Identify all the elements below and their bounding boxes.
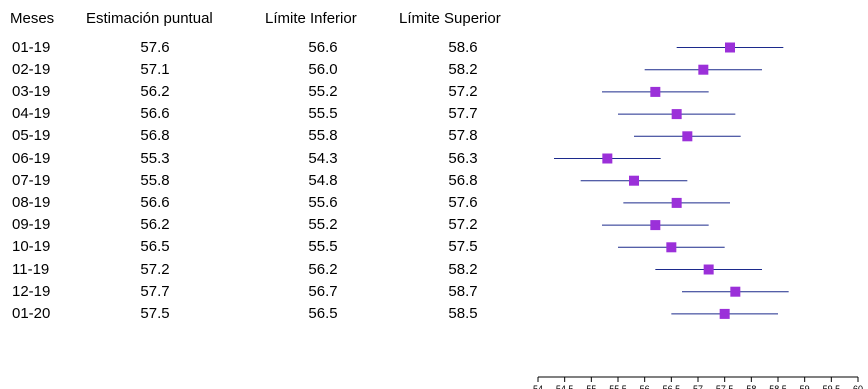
upper-limit-value: 57.8 xyxy=(448,127,478,145)
x-tick-label: 54.5 xyxy=(556,384,574,389)
lower-limit-value: 55.8 xyxy=(308,127,338,145)
month-label: 12-19 xyxy=(12,282,51,300)
lower-limit-value: 55.6 xyxy=(308,193,338,211)
month-label: 04-19 xyxy=(12,105,51,123)
estimate-value: 56.8 xyxy=(140,127,170,145)
upper-limit-value: 57.5 xyxy=(448,238,478,256)
lower-limit-value: 56.7 xyxy=(308,282,338,300)
estimate-value: 55.8 xyxy=(140,171,170,189)
lower-limit-value: 56.6 xyxy=(308,38,338,56)
upper-limit-value: 57.2 xyxy=(448,82,478,100)
point-estimate-marker xyxy=(650,86,661,97)
x-tick-label: 55 xyxy=(586,384,596,389)
upper-limit-value: 57.6 xyxy=(448,193,478,211)
lower-limit-value: 54.3 xyxy=(308,149,338,167)
lower-limit-value: 55.2 xyxy=(308,82,338,100)
estimate-value: 56.6 xyxy=(140,193,170,211)
month-label: 05-19 xyxy=(12,127,51,145)
upper-limit-value: 56.3 xyxy=(448,149,478,167)
estimate-value: 56.2 xyxy=(140,216,170,234)
estimate-value: 57.6 xyxy=(140,38,170,56)
point-estimate-marker xyxy=(698,64,709,75)
month-label: 03-19 xyxy=(12,82,51,100)
month-label: 10-19 xyxy=(12,238,51,256)
month-label: 01-19 xyxy=(12,38,51,56)
x-axis: 54 54.5 55 55.5 56 56.5 57 57.5 58 58.5 59 59.5 60 xyxy=(533,376,863,389)
month-label: 06-19 xyxy=(12,149,51,167)
estimate-value: 56.2 xyxy=(140,82,170,100)
lower-limit-value: 55.5 xyxy=(308,238,338,256)
lower-limit-value: 56.5 xyxy=(308,304,338,322)
point-estimate-marker xyxy=(719,308,730,319)
header-estimacion-puntual: Estimación puntual xyxy=(86,10,213,27)
point-estimate-marker xyxy=(725,42,735,53)
lower-limit-value: 56.0 xyxy=(308,60,338,78)
upper-limit-value: 58.2 xyxy=(448,60,478,78)
point-estimate-marker xyxy=(671,197,682,208)
estimate-value: 56.6 xyxy=(140,105,170,123)
estimate-value: 57.1 xyxy=(140,60,170,78)
x-tick-label: 55.5 xyxy=(609,384,627,389)
estimate-value: 57.7 xyxy=(140,282,170,300)
x-tick-label: 56.5 xyxy=(663,384,681,389)
lower-limit-value: 55.2 xyxy=(308,216,338,234)
x-tick-label: 54 xyxy=(533,384,543,389)
month-label: 09-19 xyxy=(12,216,51,234)
estimate-value: 56.5 xyxy=(140,238,170,256)
month-label: 07-19 xyxy=(12,171,51,189)
month-label: 08-19 xyxy=(12,193,51,211)
upper-limit-value: 58.7 xyxy=(448,282,478,300)
point-estimate-marker xyxy=(650,220,661,231)
month-label: 01-20 xyxy=(12,304,51,322)
header-limite-inferior: Límite Inferior xyxy=(265,10,357,27)
x-tick-label: 59.5 xyxy=(823,384,841,389)
interval-series xyxy=(554,42,789,319)
x-tick-label: 58 xyxy=(746,384,756,389)
point-estimate-marker xyxy=(629,175,639,186)
lower-limit-value: 56.2 xyxy=(308,260,338,278)
estimate-value: 57.2 xyxy=(140,260,170,278)
upper-limit-value: 57.7 xyxy=(448,105,478,123)
lower-limit-value: 55.5 xyxy=(308,105,338,123)
estimate-value: 55.3 xyxy=(140,149,170,167)
upper-limit-value: 56.8 xyxy=(448,171,478,189)
lower-limit-value: 54.8 xyxy=(308,171,338,189)
month-label: 02-19 xyxy=(12,60,51,78)
month-label: 11-19 xyxy=(12,260,50,278)
point-estimate-marker xyxy=(730,286,741,297)
x-tick-label: 56 xyxy=(640,384,650,389)
upper-limit-value: 58.5 xyxy=(448,304,478,322)
x-tick-label: 60 xyxy=(853,384,863,389)
estimate-value: 57.5 xyxy=(140,304,170,322)
point-estimate-marker xyxy=(671,109,682,120)
point-estimate-marker xyxy=(602,153,613,164)
header-limite-superior: Límite Superior xyxy=(399,10,501,27)
point-estimate-marker xyxy=(703,264,714,275)
x-tick-label: 57 xyxy=(693,384,703,389)
header-meses: Meses xyxy=(10,10,55,27)
point-estimate-marker xyxy=(682,131,693,142)
x-tick-label: 58.5 xyxy=(769,384,787,389)
point-estimate-marker xyxy=(666,242,677,253)
upper-limit-value: 58.6 xyxy=(448,38,478,56)
x-tick-label: 57.5 xyxy=(716,384,734,389)
x-tick-label: 59 xyxy=(800,384,810,389)
upper-limit-value: 58.2 xyxy=(448,260,478,278)
upper-limit-value: 57.2 xyxy=(448,216,478,234)
